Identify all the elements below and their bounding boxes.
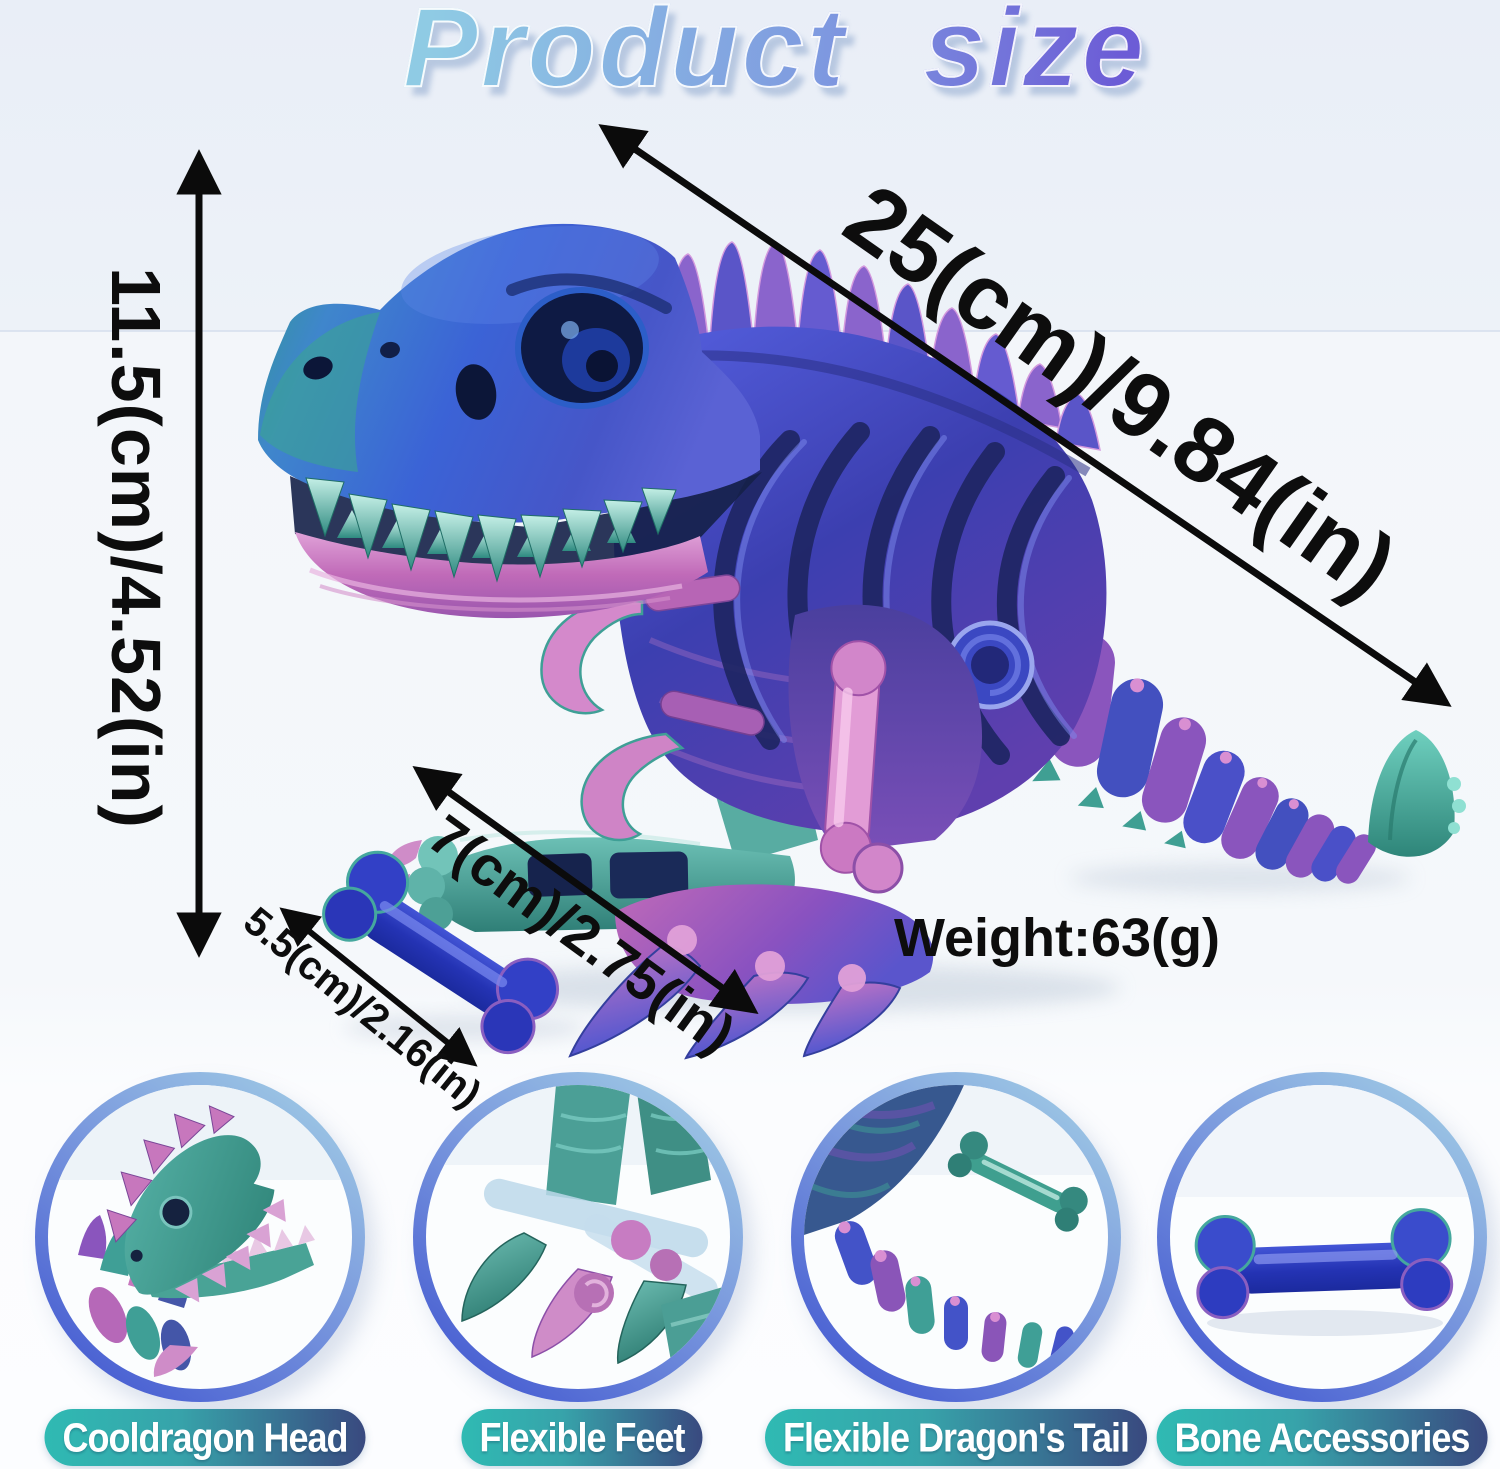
feature-label-tail-text: Flexible Dragon's Tail [783, 1413, 1130, 1460]
feet-closeup-art [461, 1085, 730, 1389]
tail-closeup-art [804, 1085, 1100, 1368]
feature-label-head: Cooldragon Head [44, 1409, 366, 1466]
feature-circle-tail [791, 1072, 1121, 1402]
feature-label-feet: Flexible Feet [461, 1409, 703, 1466]
feet-closeup-photo [426, 1085, 730, 1389]
dragon-head-art [78, 1105, 315, 1377]
page-title-shadow: Product size [410, 0, 1154, 118]
page-title: Product sizeProduct size [402, 0, 1151, 118]
bone-closeup-photo [1170, 1085, 1474, 1389]
feature-circle-feet [413, 1072, 743, 1402]
head-closeup-photo [48, 1085, 352, 1389]
bone-art [1194, 1208, 1454, 1320]
page-title-text: Product size [402, 0, 1147, 110]
trex-product-photo [258, 223, 1466, 1060]
feature-label-bone: Bone Accessories [1156, 1409, 1488, 1466]
feature-label-tail: Flexible Dragon's Tail [765, 1409, 1147, 1466]
tail-tip [1368, 730, 1466, 857]
weight-label: Weight:63(g) [894, 908, 1220, 968]
feature-circle-head [35, 1072, 365, 1402]
feature-circle-bone [1157, 1072, 1487, 1402]
feature-label-bone-text: Bone Accessories [1174, 1413, 1471, 1460]
eye-socket [515, 287, 649, 409]
feature-label-head-text: Cooldragon Head [62, 1413, 348, 1460]
height-dimension-label: 11.5(cm)/4.52(in) [97, 267, 175, 829]
tail-closeup-photo [804, 1085, 1108, 1389]
feature-label-feet-text: Flexible Feet [479, 1413, 685, 1460]
